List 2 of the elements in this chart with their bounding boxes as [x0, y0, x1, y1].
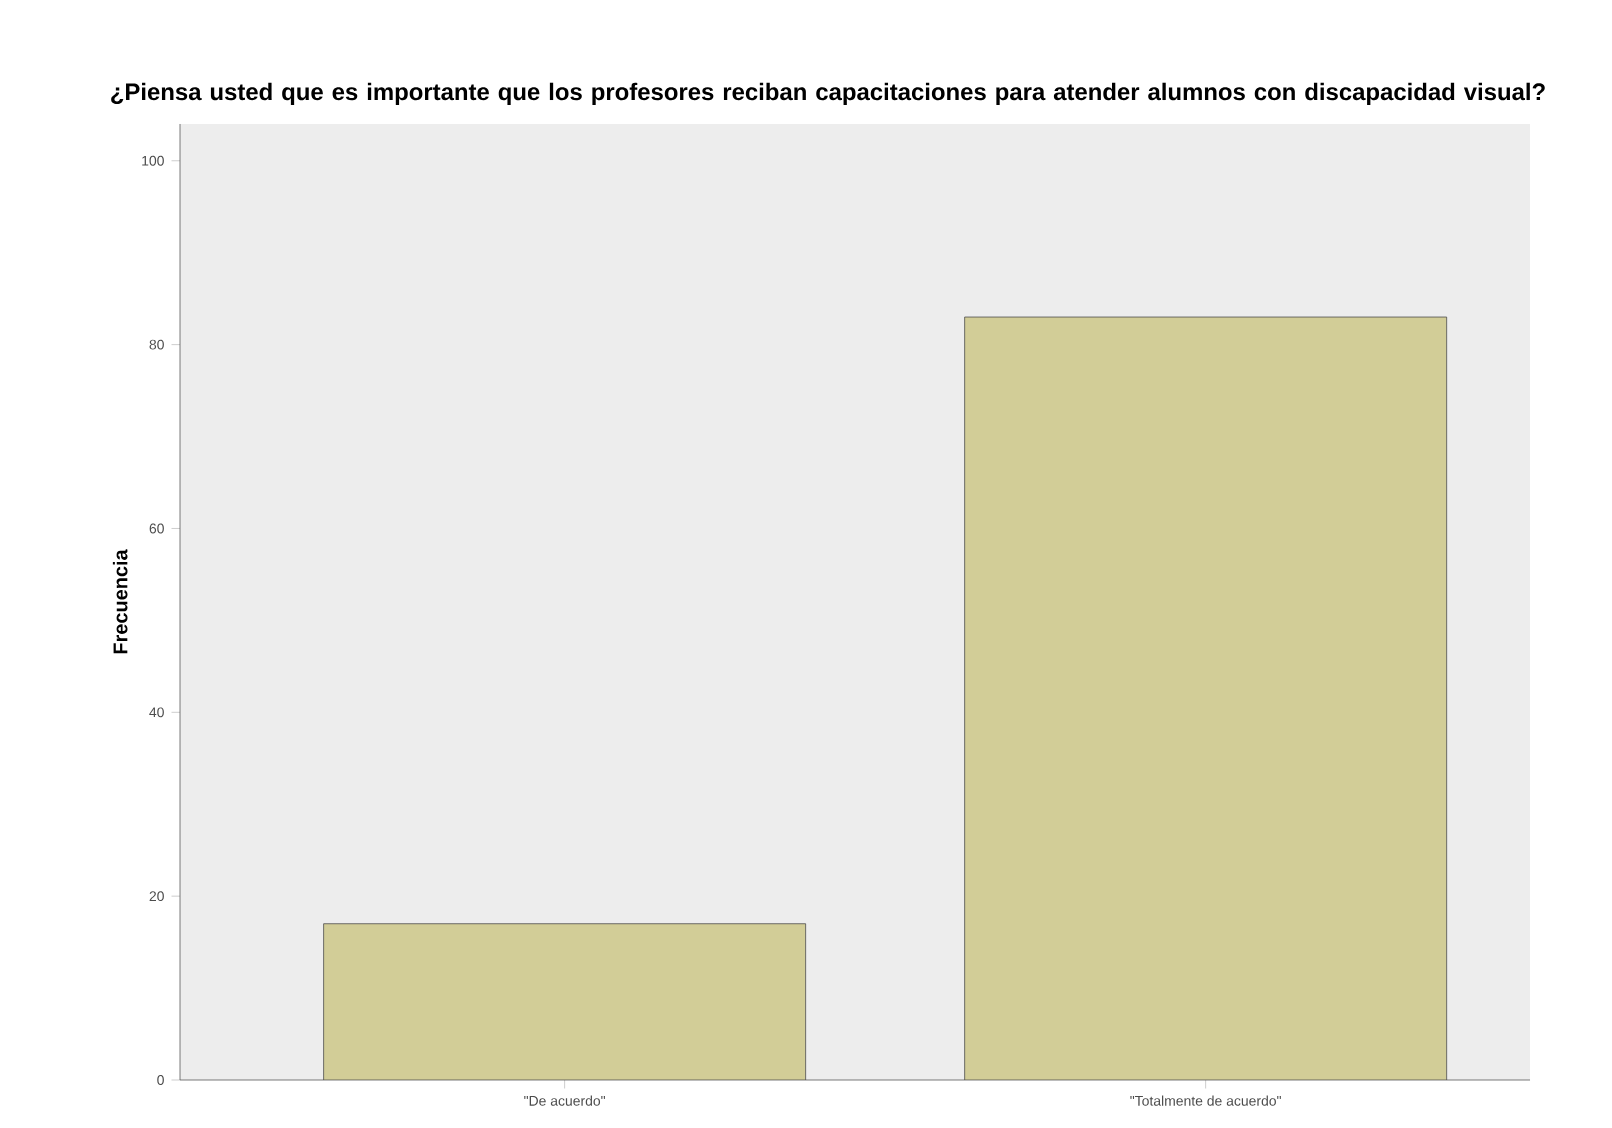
chart-title: ¿Piensa usted que es importante que los profesores reciban capacitaciones para atender alumnos con discapacidad visual?: [111, 82, 1545, 105]
y-axis-title: Frecuencia: [112, 549, 128, 654]
